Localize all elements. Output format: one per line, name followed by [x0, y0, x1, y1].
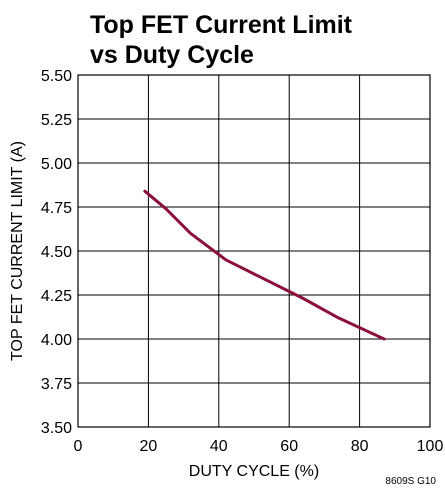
x-tick-label: 20 [140, 438, 158, 455]
series-layer [143, 189, 386, 341]
y-tick-label: 3.75 [41, 376, 72, 393]
y-tick-labels: 3.50 3.75 4.00 4.25 4.50 4.75 5.00 5.25 5.50 [41, 68, 72, 437]
x-tick-label: 100 [417, 438, 444, 455]
figure-code: 8609S G10 [385, 476, 436, 487]
chart-title-line-2: vs Duty Cycle [90, 41, 254, 69]
x-tick-label: 40 [210, 438, 228, 455]
x-tick-label: 0 [74, 438, 83, 455]
y-tick-label: 5.00 [41, 156, 72, 173]
y-tick-label: 5.25 [41, 112, 72, 129]
y-axis-label: TOP FET CURRENT LIMIT (A) [9, 141, 26, 361]
x-tick-label: 60 [280, 438, 298, 455]
y-tick-label: 4.00 [41, 332, 72, 349]
plot-frame [77, 74, 431, 428]
series-line [143, 189, 386, 341]
y-tick-label: 4.25 [41, 288, 72, 305]
x-axis-label: DUTY CYCLE (%) [189, 463, 319, 480]
x-tick-label: 80 [351, 438, 369, 455]
y-tick-label: 3.50 [41, 420, 72, 437]
grid [77, 74, 431, 428]
chart-title-line-1: Top FET Current Limit [90, 11, 353, 39]
x-tick-labels: 0 20 40 60 80 100 [74, 438, 444, 455]
y-tick-label: 5.50 [41, 68, 72, 85]
y-tick-label: 4.50 [41, 244, 72, 261]
y-tick-label: 4.75 [41, 200, 72, 217]
